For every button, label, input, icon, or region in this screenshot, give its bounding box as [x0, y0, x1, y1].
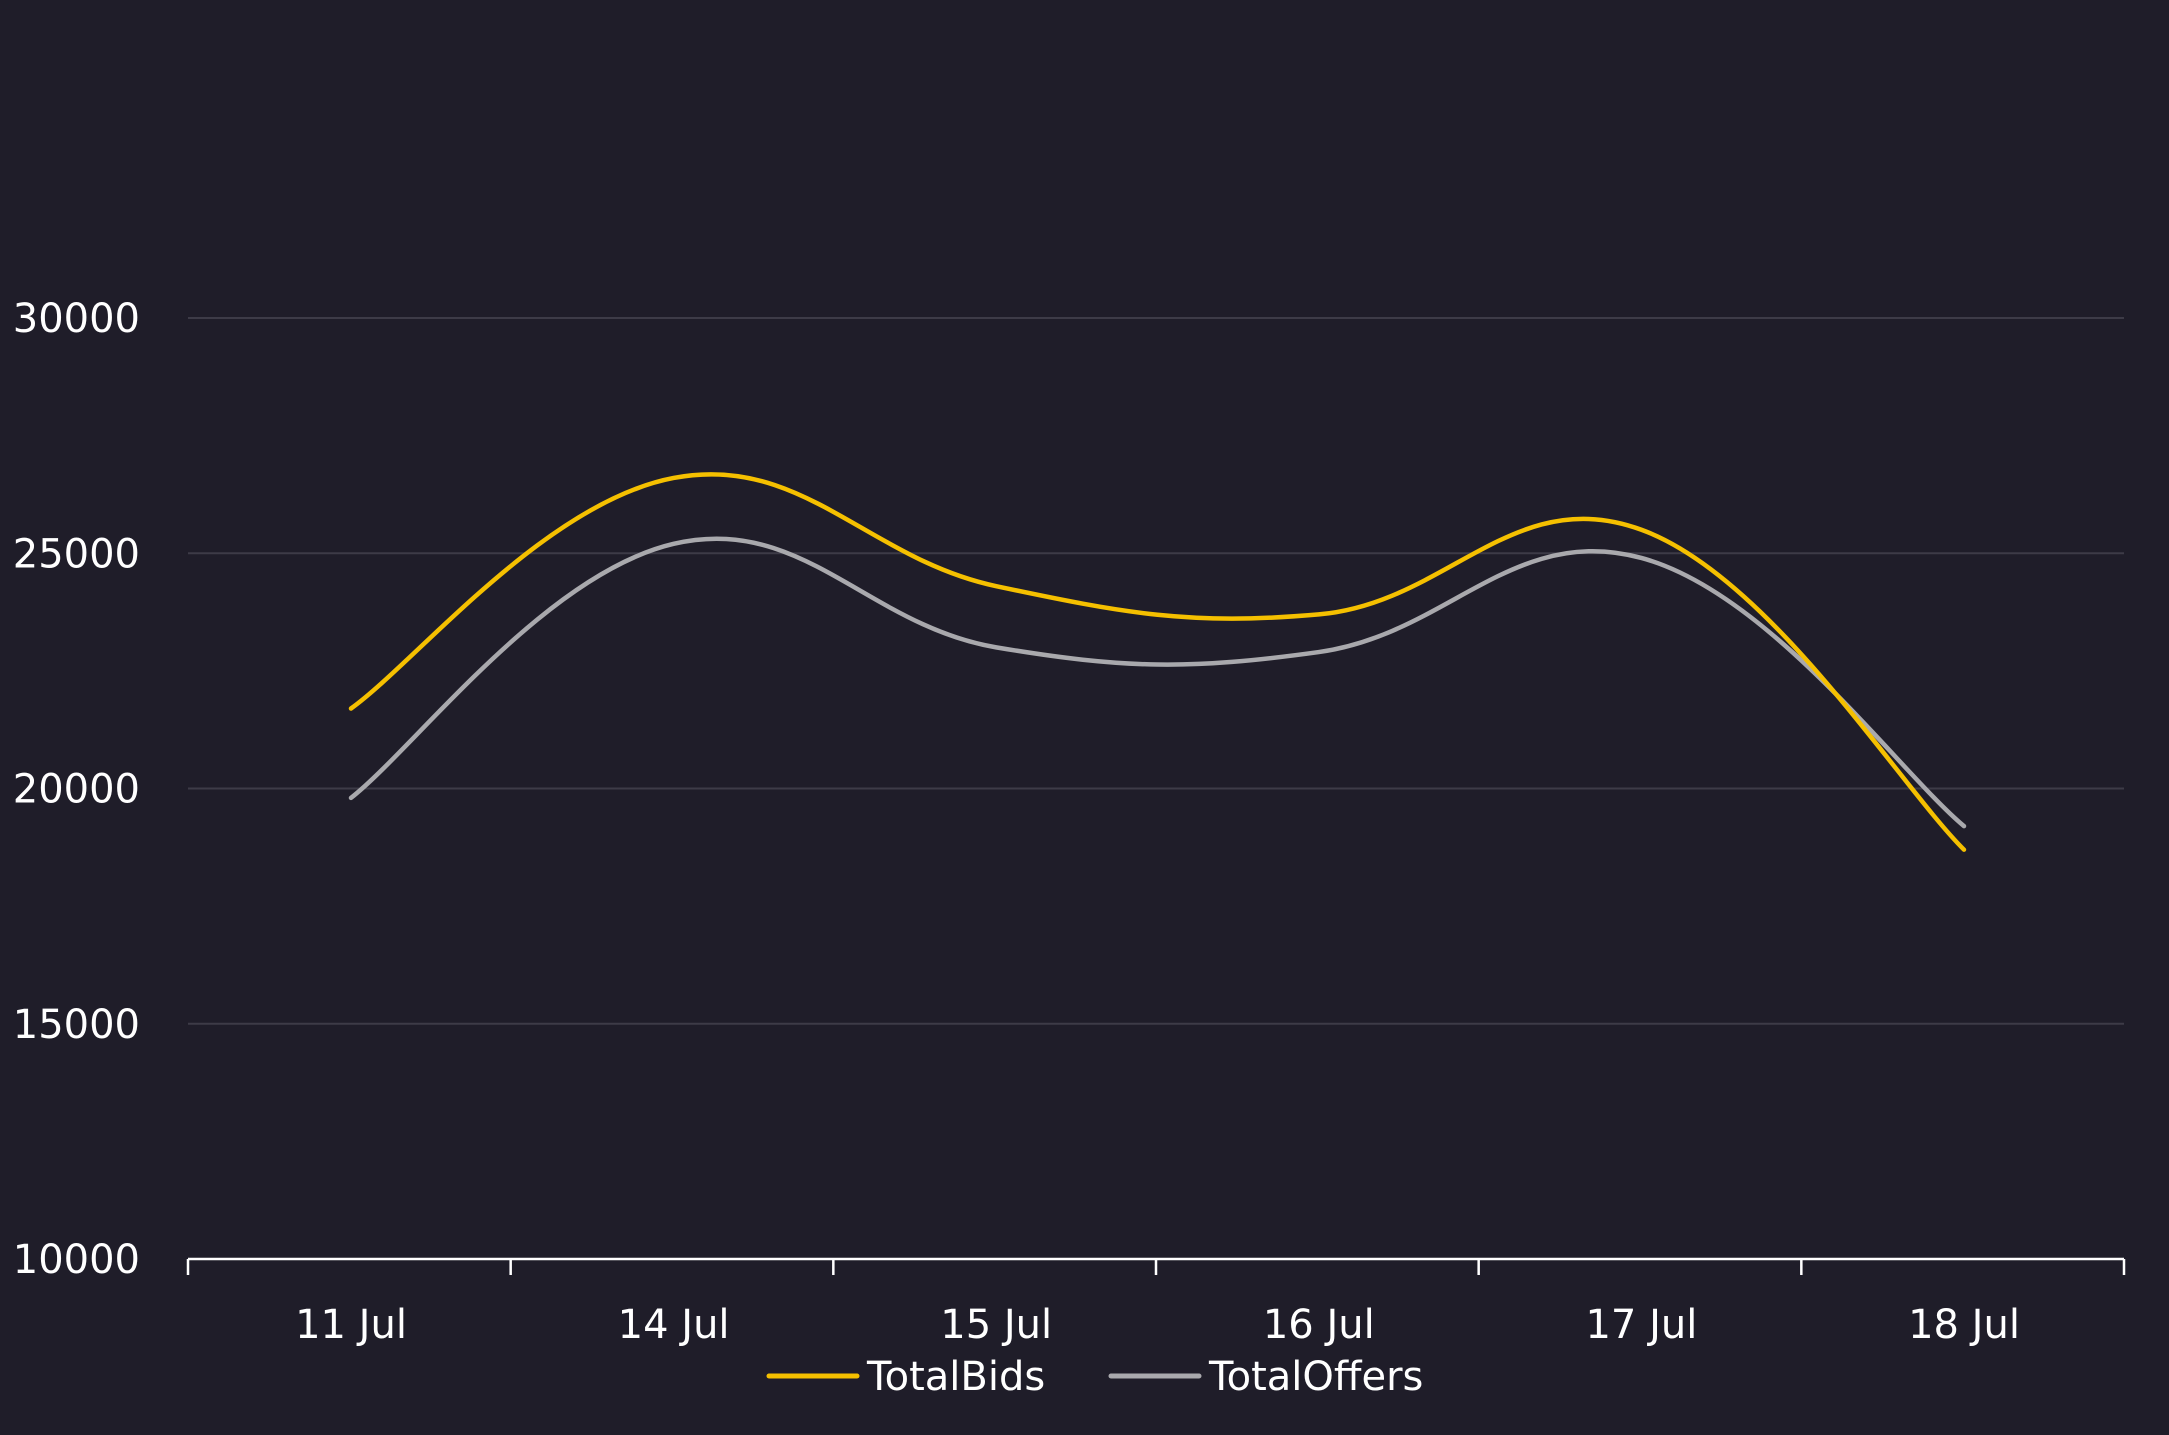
x-axis: 11 Jul 14 Jul 15 Jul 16 Jul 17 Jul 18 Jul — [186, 1257, 2126, 1348]
x-tick-label: 14 Jul — [618, 1302, 730, 1348]
y-tick-label: 25000 — [13, 531, 140, 577]
legend: TotalBids TotalOffers — [766, 1354, 1423, 1400]
x-tick-label: 11 Jul — [295, 1302, 407, 1348]
gridlines — [188, 317, 2124, 1025]
y-tick-label: 30000 — [13, 296, 140, 342]
x-tick-label: 16 Jul — [1263, 1302, 1375, 1348]
series-line-totaloffers — [348, 536, 1967, 829]
y-axis: 10000 15000 20000 25000 30000 — [13, 296, 140, 1283]
series-line-totalbids — [348, 472, 1967, 852]
x-tick-label: 17 Jul — [1585, 1302, 1697, 1348]
y-tick-label: 20000 — [13, 767, 140, 813]
legend-label: TotalOffers — [1208, 1354, 1423, 1400]
x-tick-label: 18 Jul — [1908, 1302, 2020, 1348]
y-tick-label: 15000 — [13, 1002, 140, 1048]
series-lines — [348, 472, 1967, 852]
legend-item-totalbids[interactable]: TotalBids — [766, 1354, 1045, 1400]
legend-item-totaloffers[interactable]: TotalOffers — [1108, 1354, 1423, 1400]
y-tick-label: 10000 — [13, 1237, 140, 1283]
legend-label: TotalBids — [866, 1354, 1045, 1400]
x-tick-label: 15 Jul — [940, 1302, 1052, 1348]
